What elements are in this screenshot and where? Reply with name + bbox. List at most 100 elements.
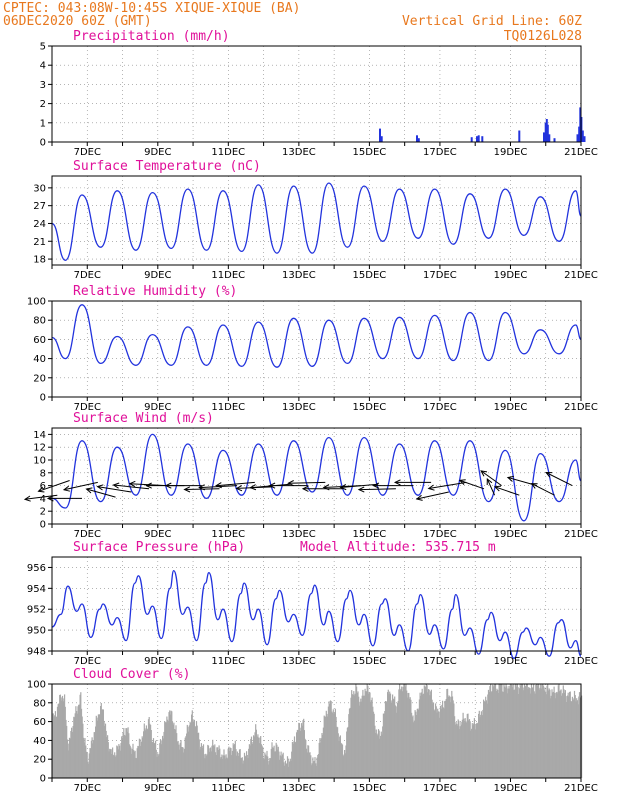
cloud-bar	[377, 735, 379, 778]
precipitation-frame	[51, 45, 582, 143]
cloud-bar	[417, 708, 419, 778]
cloud-bar	[92, 740, 95, 778]
temperature-series-line	[51, 182, 582, 261]
cloud-bar	[365, 691, 367, 778]
pressure-ytick-label: 954	[27, 584, 46, 595]
cloud-bar	[75, 706, 77, 778]
cloud-bar	[540, 684, 542, 778]
cloud-bar	[444, 700, 447, 778]
cloud-bar	[175, 725, 177, 778]
header-model: TQ0126L028	[504, 29, 582, 44]
cloud-bar	[366, 684, 368, 778]
cloud-bar	[164, 721, 166, 778]
cloud-bar	[244, 755, 246, 778]
cloud-bar	[523, 690, 525, 778]
cloud-bar	[302, 720, 304, 778]
cloud-bar	[486, 703, 488, 778]
cloud-bar	[465, 721, 467, 778]
wind-arrow-head	[96, 484, 104, 491]
cloud-bar	[385, 701, 387, 778]
humidity-ytick-label: 100	[27, 297, 46, 308]
cloud-bar	[224, 755, 226, 778]
cloud-bar	[271, 742, 273, 778]
cloud-bar	[527, 688, 529, 778]
cloud-bar	[158, 754, 160, 778]
temperature-ytick-label: 21	[33, 237, 46, 248]
cloud-bar	[289, 761, 291, 778]
cloud-bar	[325, 710, 327, 778]
cloud-bar	[185, 736, 187, 778]
humidity-xtick-label: 9DEC	[144, 402, 171, 413]
cloud-bar	[408, 692, 410, 778]
cloud-bar	[318, 742, 320, 778]
cloud-bar	[340, 742, 342, 778]
cloud-bar	[418, 709, 420, 778]
cloud-bar	[482, 709, 484, 778]
cloud-bar	[277, 749, 279, 778]
cloud-bar	[52, 721, 54, 778]
cloud-bar	[403, 684, 405, 778]
cloud-bar	[303, 718, 305, 778]
wind-ytick-label: 8	[40, 468, 46, 479]
cloud-bar	[263, 759, 265, 778]
wind-arrow	[86, 488, 116, 498]
cloud-bar	[73, 717, 76, 778]
cloud-bar	[101, 709, 103, 778]
cloud-ytick-label: 20	[33, 755, 46, 766]
wind-ytick-label: 2	[40, 507, 46, 518]
cloud-bar	[512, 684, 514, 778]
cloud-bar	[145, 725, 147, 778]
cloud-bar	[471, 728, 473, 778]
cloud-bar	[468, 719, 471, 778]
cloud-bar	[401, 691, 403, 778]
cloud-bar	[337, 733, 339, 778]
cloud-bar	[516, 684, 518, 778]
cloud-bar	[69, 738, 71, 778]
cloud-bar	[122, 732, 124, 778]
cloud-bar	[54, 711, 56, 778]
cloud-bar	[466, 722, 468, 778]
cloud-bar	[78, 704, 80, 778]
cloud-bar	[135, 757, 137, 778]
cloud-bar	[375, 733, 377, 778]
cloud-bar	[126, 731, 128, 778]
cloud-bar	[485, 696, 487, 778]
cloud-bar	[325, 716, 327, 778]
wind-title: Surface Wind (m/s)	[73, 411, 214, 426]
cloud-bar	[66, 725, 68, 778]
cloud-bar	[157, 755, 159, 778]
cloud-bar	[224, 758, 226, 778]
cloud-bar	[550, 695, 552, 778]
cloud-bar	[411, 716, 413, 778]
wind-ytick-label: 4	[40, 494, 46, 505]
cloud-bar	[496, 688, 498, 778]
cloud-bar	[291, 741, 293, 778]
cloud-bar	[313, 761, 315, 778]
cloud-bar	[547, 690, 549, 778]
cloud-bar	[362, 689, 364, 778]
cloud-bar	[404, 686, 406, 778]
cloud-bar	[519, 684, 521, 778]
cloud-bar	[367, 685, 369, 778]
precip-bar	[583, 136, 586, 142]
cloud-bar	[468, 720, 470, 778]
cloud-bar	[59, 694, 61, 778]
cloud-bar	[109, 749, 111, 778]
precipitation-xtick-label: 15DEC	[353, 147, 387, 158]
cloud-bar	[437, 708, 439, 778]
wind-arrow-head	[37, 486, 45, 493]
cloud-bar	[169, 714, 171, 778]
cloud-bar	[293, 736, 296, 778]
cloud-bar	[151, 741, 153, 778]
cloud-bar	[579, 697, 581, 778]
cloud-bar	[153, 742, 155, 778]
cloud-bar	[400, 688, 402, 778]
cloud-bar	[167, 722, 169, 778]
cloud-bar	[539, 687, 541, 778]
cloud-bar	[188, 725, 190, 778]
cloud-bar	[323, 715, 325, 778]
wind-arrow	[63, 481, 98, 491]
cloud-bar	[191, 710, 193, 778]
cloud-bar	[249, 745, 251, 778]
cloud-bar	[295, 742, 297, 778]
